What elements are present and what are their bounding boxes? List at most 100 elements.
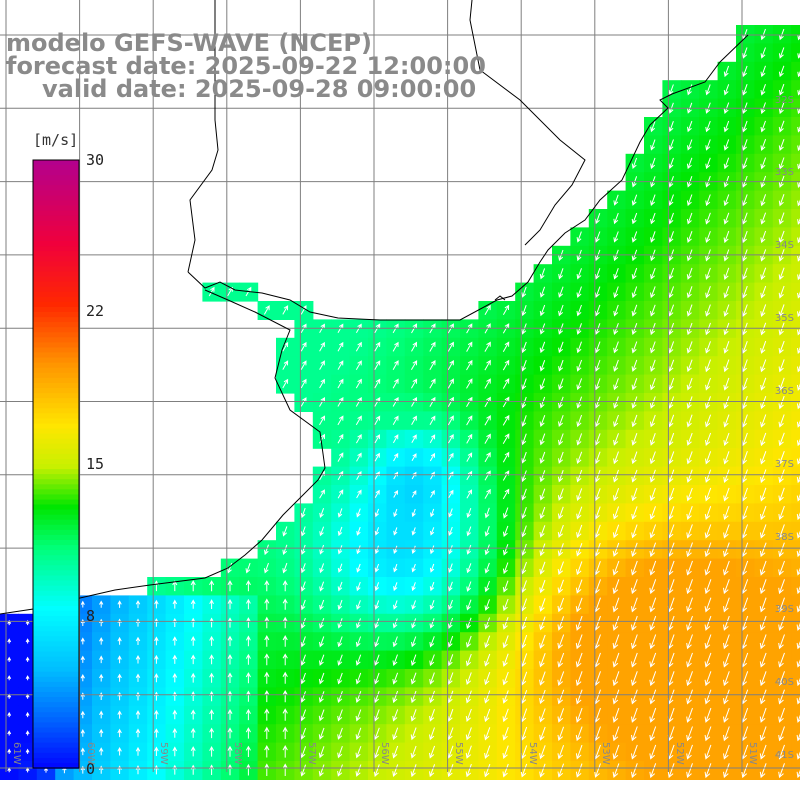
lat-label-32s: 32S bbox=[774, 95, 794, 106]
wind-arrow bbox=[705, 432, 712, 446]
wind-arrow bbox=[319, 508, 325, 518]
wind-arrow bbox=[668, 341, 675, 354]
wind-arrow bbox=[778, 304, 785, 317]
wind-arrow bbox=[704, 560, 712, 576]
wind-arrow bbox=[99, 655, 104, 664]
wind-arrow bbox=[704, 542, 712, 558]
wind-arrow bbox=[742, 212, 748, 225]
wind-arrow bbox=[649, 579, 657, 595]
wind-arrow bbox=[760, 139, 767, 151]
wind-arrow bbox=[649, 597, 657, 613]
wind-arrow bbox=[393, 582, 398, 592]
wind-arrow bbox=[209, 745, 215, 757]
wind-arrow bbox=[612, 597, 620, 613]
wind-arrow bbox=[594, 451, 601, 465]
wind-arrow bbox=[117, 710, 122, 719]
wind-arrow bbox=[612, 634, 620, 650]
wind-arrow bbox=[209, 635, 215, 646]
wind-arrow bbox=[723, 65, 730, 78]
wind-cell bbox=[791, 595, 800, 615]
wind-arrow bbox=[686, 286, 693, 299]
wind-arrow bbox=[778, 359, 785, 373]
wind-arrow bbox=[631, 304, 638, 317]
wind-arrow bbox=[393, 508, 398, 518]
wind-arrow bbox=[447, 690, 454, 704]
wind-arrow bbox=[264, 671, 270, 684]
wind-arrow bbox=[355, 415, 362, 426]
wind-cell bbox=[791, 650, 800, 670]
wind-arrow bbox=[484, 452, 491, 463]
wind-arrow bbox=[686, 231, 693, 243]
wind-arrow bbox=[759, 634, 767, 650]
wind-arrow bbox=[410, 690, 417, 704]
wind-arrow bbox=[117, 728, 122, 738]
colorbar-segment bbox=[33, 281, 79, 288]
wind-arrow bbox=[355, 433, 362, 444]
wind-arrow bbox=[723, 579, 730, 595]
colorbar-segment bbox=[33, 220, 79, 227]
wind-arrow bbox=[686, 615, 693, 631]
wind-arrow bbox=[539, 304, 546, 317]
wind-arrow bbox=[429, 452, 436, 462]
wind-arrow bbox=[319, 544, 325, 555]
wind-arrow bbox=[705, 359, 711, 373]
wind-arrow bbox=[557, 579, 564, 594]
wind-arrow bbox=[300, 544, 306, 555]
wind-cell bbox=[791, 374, 800, 394]
wind-arrow bbox=[373, 764, 380, 777]
wind-arrow bbox=[502, 470, 510, 481]
wind-arrow bbox=[484, 470, 491, 481]
colorbar-segment bbox=[33, 266, 79, 273]
wind-arrow bbox=[797, 181, 800, 188]
wind-arrow bbox=[687, 139, 693, 151]
wind-cell bbox=[791, 135, 800, 155]
colorbar-segment bbox=[33, 489, 79, 496]
wind-arrow bbox=[411, 434, 417, 444]
wind-arrow bbox=[447, 727, 454, 741]
wind-arrow bbox=[355, 654, 362, 666]
wind-arrow bbox=[190, 580, 196, 592]
wind-arrow bbox=[355, 672, 362, 685]
colorbar-segment bbox=[33, 236, 79, 242]
wind-arrow bbox=[705, 377, 711, 391]
wind-arrow bbox=[337, 433, 344, 444]
wind-arrow bbox=[484, 635, 491, 649]
wind-arrow bbox=[429, 618, 435, 629]
wind-arrow bbox=[392, 341, 399, 352]
colorbar-segment bbox=[33, 185, 79, 192]
wind-arrow bbox=[760, 451, 767, 465]
colorbar-segment bbox=[33, 666, 79, 673]
wind-arrow bbox=[760, 487, 767, 502]
colorbar-segment bbox=[33, 555, 79, 562]
wind-arrow bbox=[797, 162, 800, 170]
wind-arrow bbox=[723, 304, 730, 317]
wind-arrow bbox=[484, 526, 490, 537]
colorbar-segment bbox=[33, 251, 79, 258]
wind-arrow bbox=[759, 542, 767, 558]
colorbar-segment bbox=[33, 286, 79, 293]
wind-cell bbox=[791, 190, 800, 210]
colorbar-segment bbox=[33, 494, 79, 501]
wind-arrow bbox=[465, 745, 472, 759]
wind-arrow bbox=[227, 709, 233, 720]
wind-arrow bbox=[741, 341, 748, 354]
wind-arrow bbox=[759, 615, 767, 631]
wind-arrow bbox=[355, 397, 362, 407]
wind-arrow bbox=[797, 33, 800, 41]
wind-arrow bbox=[778, 615, 785, 631]
wind-arrow bbox=[300, 563, 306, 574]
wind-arrow bbox=[557, 470, 564, 483]
wind-arrow bbox=[393, 563, 398, 573]
wind-cell bbox=[791, 43, 800, 63]
wind-arrow bbox=[575, 597, 583, 613]
wind-arrow bbox=[502, 580, 509, 593]
wind-arrow bbox=[282, 598, 288, 610]
wind-arrow bbox=[521, 341, 527, 354]
colorbar-segment bbox=[33, 479, 79, 486]
wind-arrow bbox=[337, 489, 344, 499]
wind-arrow bbox=[723, 487, 730, 502]
wind-arrow bbox=[575, 726, 583, 742]
wind-arrow bbox=[668, 212, 674, 225]
wind-arrow bbox=[264, 726, 270, 740]
wind-arrow bbox=[337, 746, 343, 759]
